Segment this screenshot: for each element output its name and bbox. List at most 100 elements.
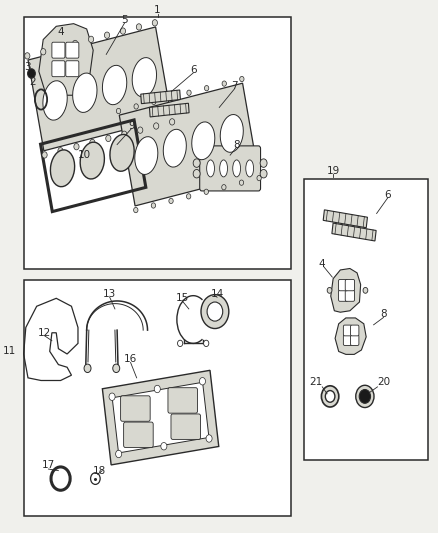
Circle shape [74, 143, 79, 150]
Circle shape [84, 364, 91, 373]
Bar [24, 17, 291, 269]
Ellipse shape [80, 142, 104, 179]
Circle shape [57, 44, 62, 51]
FancyBboxPatch shape [200, 146, 261, 191]
FancyBboxPatch shape [345, 290, 354, 301]
Polygon shape [39, 23, 93, 95]
Circle shape [104, 32, 110, 38]
Text: 13: 13 [103, 289, 117, 299]
Text: 5: 5 [121, 15, 128, 25]
FancyBboxPatch shape [339, 290, 348, 301]
Circle shape [257, 175, 261, 181]
Text: 21: 21 [309, 377, 322, 387]
Circle shape [193, 169, 200, 178]
Text: 8: 8 [233, 140, 240, 150]
Circle shape [201, 295, 229, 328]
Ellipse shape [220, 115, 243, 152]
Ellipse shape [233, 160, 240, 177]
Circle shape [116, 450, 122, 458]
Circle shape [260, 159, 267, 167]
Ellipse shape [192, 122, 215, 160]
Circle shape [106, 135, 111, 142]
Text: 6: 6 [190, 66, 197, 75]
Circle shape [122, 131, 127, 138]
Text: 10: 10 [78, 150, 91, 160]
Polygon shape [102, 370, 219, 465]
FancyBboxPatch shape [350, 335, 359, 345]
Circle shape [177, 340, 183, 346]
FancyBboxPatch shape [52, 42, 65, 58]
FancyBboxPatch shape [343, 325, 352, 336]
Circle shape [42, 152, 47, 158]
Circle shape [206, 435, 212, 442]
Text: 1: 1 [154, 5, 161, 15]
Text: 7: 7 [231, 81, 238, 91]
Ellipse shape [359, 390, 371, 403]
Polygon shape [149, 103, 189, 117]
Circle shape [205, 85, 209, 91]
Circle shape [134, 207, 138, 213]
Ellipse shape [220, 160, 227, 177]
Circle shape [187, 193, 191, 199]
Circle shape [151, 203, 155, 208]
Text: 12: 12 [37, 328, 51, 338]
Ellipse shape [207, 160, 215, 177]
FancyBboxPatch shape [350, 325, 359, 336]
Circle shape [169, 95, 173, 100]
FancyBboxPatch shape [66, 42, 79, 58]
Text: 8: 8 [380, 309, 387, 319]
Circle shape [363, 287, 368, 293]
Text: 17: 17 [42, 461, 55, 470]
Bar [24, 280, 291, 516]
Polygon shape [112, 382, 209, 453]
Circle shape [193, 159, 200, 167]
Ellipse shape [73, 73, 97, 112]
Text: 14: 14 [210, 289, 224, 299]
FancyBboxPatch shape [168, 387, 198, 413]
Circle shape [90, 139, 95, 146]
Circle shape [327, 287, 332, 293]
Ellipse shape [135, 136, 158, 174]
Circle shape [239, 180, 244, 185]
Circle shape [154, 123, 159, 129]
Circle shape [154, 385, 160, 393]
Text: 11: 11 [3, 346, 16, 357]
Circle shape [28, 69, 35, 78]
Polygon shape [331, 269, 360, 312]
Circle shape [169, 198, 173, 204]
Text: 16: 16 [124, 354, 137, 364]
Circle shape [222, 81, 226, 86]
Circle shape [73, 41, 78, 47]
Ellipse shape [132, 58, 156, 97]
FancyBboxPatch shape [120, 396, 150, 421]
FancyBboxPatch shape [52, 61, 65, 77]
Circle shape [204, 340, 209, 346]
FancyBboxPatch shape [343, 335, 352, 345]
Bar [304, 179, 428, 460]
Text: 18: 18 [93, 466, 106, 475]
Circle shape [113, 364, 120, 373]
Text: 6: 6 [385, 190, 391, 200]
Circle shape [109, 393, 115, 400]
Circle shape [25, 53, 30, 59]
Circle shape [117, 108, 121, 114]
FancyBboxPatch shape [345, 279, 354, 291]
Text: 4: 4 [318, 259, 325, 269]
Circle shape [41, 49, 46, 55]
Ellipse shape [43, 81, 67, 120]
Circle shape [170, 119, 175, 125]
FancyBboxPatch shape [124, 422, 153, 448]
Text: 4: 4 [57, 27, 64, 37]
Polygon shape [28, 27, 171, 151]
Ellipse shape [110, 134, 134, 171]
Circle shape [134, 104, 138, 109]
Circle shape [240, 76, 244, 82]
Text: 15: 15 [176, 293, 189, 303]
Polygon shape [119, 83, 258, 206]
Text: 9: 9 [128, 121, 135, 131]
Ellipse shape [321, 386, 339, 407]
Ellipse shape [356, 385, 374, 408]
Text: 2: 2 [29, 77, 35, 87]
Ellipse shape [325, 391, 335, 402]
Ellipse shape [50, 150, 74, 187]
